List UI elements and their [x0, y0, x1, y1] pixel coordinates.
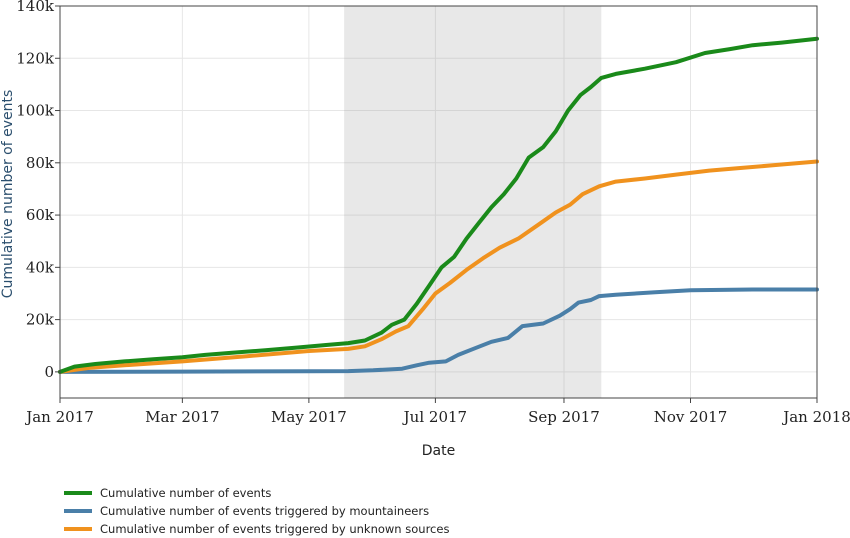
series-line-0 — [58, 36, 819, 374]
x-tick-label: Jul 2017 — [402, 408, 467, 426]
y-tick-label: 40k — [26, 258, 55, 276]
series-line-2 — [58, 159, 819, 374]
legend-label-unknown-sources: Cumulative number of events triggered by… — [100, 522, 450, 536]
y-tick-label: 20k — [26, 311, 55, 329]
series-line-1 — [58, 287, 819, 374]
y-tick-label: 0 — [44, 363, 54, 381]
x-tick-label: Jan 2017 — [24, 408, 94, 426]
x-axis-label: Date — [422, 443, 455, 459]
plot-frame — [59, 5, 818, 399]
x-tick-label: Mar 2017 — [145, 408, 219, 426]
legend-label-mountaineers: Cumulative number of events triggered by… — [100, 504, 430, 518]
y-tick-label: 140k — [16, 0, 55, 15]
x-tick-label: Sep 2017 — [528, 408, 600, 426]
x-tick-label: May 2017 — [271, 408, 347, 426]
legend-swatch-all-events — [64, 491, 92, 495]
y-tick-label: 60k — [26, 206, 55, 224]
y-tick-label: 80k — [26, 154, 55, 172]
legend-swatch-unknown-sources — [64, 527, 92, 531]
legend-swatch-mountaineers — [64, 509, 92, 513]
legend-item-mountaineers: Cumulative number of events triggered by… — [64, 502, 449, 520]
x-tick-label: Nov 2017 — [654, 408, 728, 426]
legend-item-unknown-sources: Cumulative number of events triggered by… — [64, 520, 449, 538]
legend-item-all-events: Cumulative number of events — [64, 484, 449, 502]
y-tick-label: 120k — [16, 49, 55, 67]
legend-label-all-events: Cumulative number of events — [100, 486, 272, 500]
legend: Cumulative number of events Cumulative n… — [64, 484, 449, 538]
y-tick-label: 100k — [16, 102, 55, 120]
shaded-period — [344, 6, 602, 398]
y-axis-label: Cumulative number of events — [0, 90, 16, 299]
x-tick-label: Jan 2018 — [781, 408, 850, 426]
